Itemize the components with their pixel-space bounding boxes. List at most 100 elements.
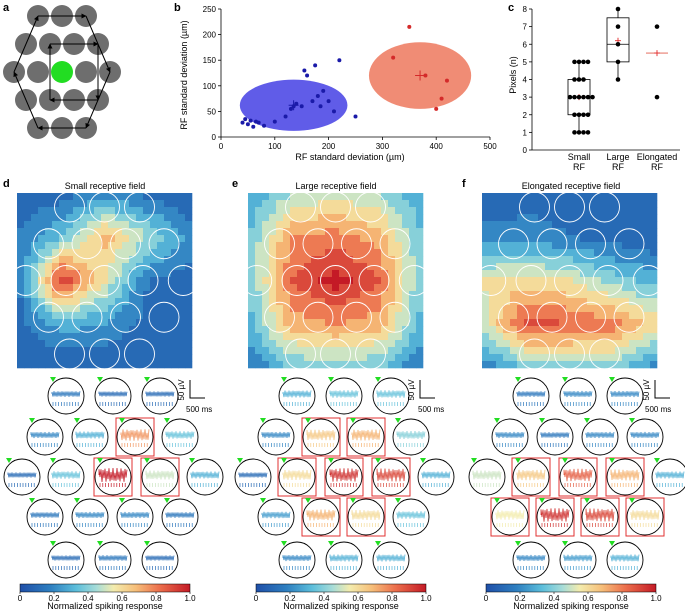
stim-onset-marker — [97, 458, 103, 463]
heatmap-cell — [402, 298, 410, 306]
heatmap-cell — [402, 228, 410, 236]
heatmap-cell — [587, 277, 595, 285]
heatmap-cell — [185, 333, 193, 341]
heatmap-cell — [269, 193, 277, 201]
heatmap-cell — [580, 319, 588, 327]
heatmap-cell — [87, 361, 95, 369]
heatmap-cell — [318, 256, 326, 264]
electrode-trace — [606, 541, 644, 579]
heatmap-cell — [269, 249, 277, 257]
heatmap-cell — [643, 277, 651, 285]
heatmap-cell — [510, 284, 518, 292]
heatmap-cell — [482, 312, 490, 320]
heatmap-cell — [129, 354, 137, 362]
heatmap-cell — [587, 242, 595, 250]
spike-trace — [610, 469, 640, 481]
spike-trace — [282, 390, 312, 398]
heatmap-cell — [496, 214, 504, 222]
stim-onset-marker — [260, 418, 266, 423]
heatmap-cell — [150, 326, 158, 334]
heatmap-cell — [573, 354, 581, 362]
heatmap-cell — [87, 277, 95, 285]
heatmap-cell — [643, 361, 651, 369]
heatmap-cell — [629, 193, 637, 201]
heatmap-cell — [339, 214, 347, 222]
electrode-trace — [581, 418, 619, 456]
heatmap-cell — [304, 270, 312, 278]
heatmap-cell — [311, 291, 319, 299]
heatmap-cell — [566, 326, 574, 334]
heatmap-cell — [360, 361, 368, 369]
heatmap-cell — [31, 249, 39, 257]
panel-label-b: b — [174, 2, 181, 14]
heatmap-cell — [594, 200, 602, 208]
heatmap-cell — [545, 221, 553, 229]
heatmap-cell — [276, 312, 284, 320]
heatmap-cell — [94, 214, 102, 222]
heatmap-cell — [311, 242, 319, 250]
heatmap-cell — [262, 221, 270, 229]
heatmap-cell — [304, 333, 312, 341]
heatmap-cell — [136, 214, 144, 222]
heatmap-cell — [255, 319, 263, 327]
heatmap-cell — [17, 354, 25, 362]
heatmap-cell — [164, 214, 172, 222]
heatmap-cell — [510, 277, 518, 285]
heatmap-cell — [573, 193, 581, 201]
heatmap-cell — [517, 193, 525, 201]
heatmap-cell — [531, 263, 539, 271]
c-point — [581, 59, 586, 65]
heatmap-cell — [73, 242, 81, 250]
heatmap-cell — [531, 193, 539, 201]
heatmap-cell — [178, 249, 186, 257]
heatmap-cell — [650, 249, 658, 257]
heatmap-cell — [255, 347, 263, 355]
heatmap-cell — [608, 235, 616, 243]
heatmap-cell — [304, 200, 312, 208]
heatmap-cell — [157, 214, 165, 222]
heatmap-cell — [552, 347, 560, 355]
heatmap-cell — [573, 270, 581, 278]
heatmap-cell — [650, 193, 658, 201]
heatmap-cell — [587, 284, 595, 292]
spike-raster — [496, 443, 523, 447]
heatmap-cell — [636, 326, 644, 334]
heatmap-cell — [409, 200, 417, 208]
heatmap-cell — [402, 326, 410, 334]
heatmap-cell — [580, 284, 588, 292]
heatmap-cell — [409, 354, 417, 362]
heatmap-cell — [101, 256, 109, 264]
heatmap-cell — [178, 228, 186, 236]
heatmap-cell — [594, 347, 602, 355]
heatmap-cell — [346, 291, 354, 299]
heatmap-cell — [94, 284, 102, 292]
heatmap-cell — [45, 193, 53, 201]
heatmap-cell — [538, 270, 546, 278]
heatmap-cell — [59, 361, 67, 369]
heatmap-cell — [17, 249, 25, 257]
heatmap-cell — [608, 256, 616, 264]
heatmap-cell — [143, 284, 151, 292]
heatmap-cell — [503, 361, 511, 369]
heatmap-cell — [573, 298, 581, 306]
heatmap-cell — [367, 326, 375, 334]
heatmap-cell — [304, 221, 312, 229]
spike-raster — [166, 523, 193, 527]
heatmap-cell — [559, 263, 567, 271]
heatmap-cell — [381, 340, 389, 348]
heatmap-cell — [402, 214, 410, 222]
heatmap-cell — [80, 249, 88, 257]
heatmap-cell — [601, 340, 609, 348]
heatmap-cell — [489, 228, 497, 236]
heatmap-cell — [367, 263, 375, 271]
heatmap-cell — [325, 193, 333, 201]
spike-raster — [52, 402, 79, 406]
heatmap-cell — [297, 235, 305, 243]
heatmap-cell — [136, 298, 144, 306]
heatmap-cell — [297, 256, 305, 264]
heatmap-cell — [164, 200, 172, 208]
heatmap-cell — [136, 347, 144, 355]
heatmap-cell — [73, 207, 81, 215]
heatmap-cell — [524, 298, 532, 306]
heatmap-cell — [87, 326, 95, 334]
